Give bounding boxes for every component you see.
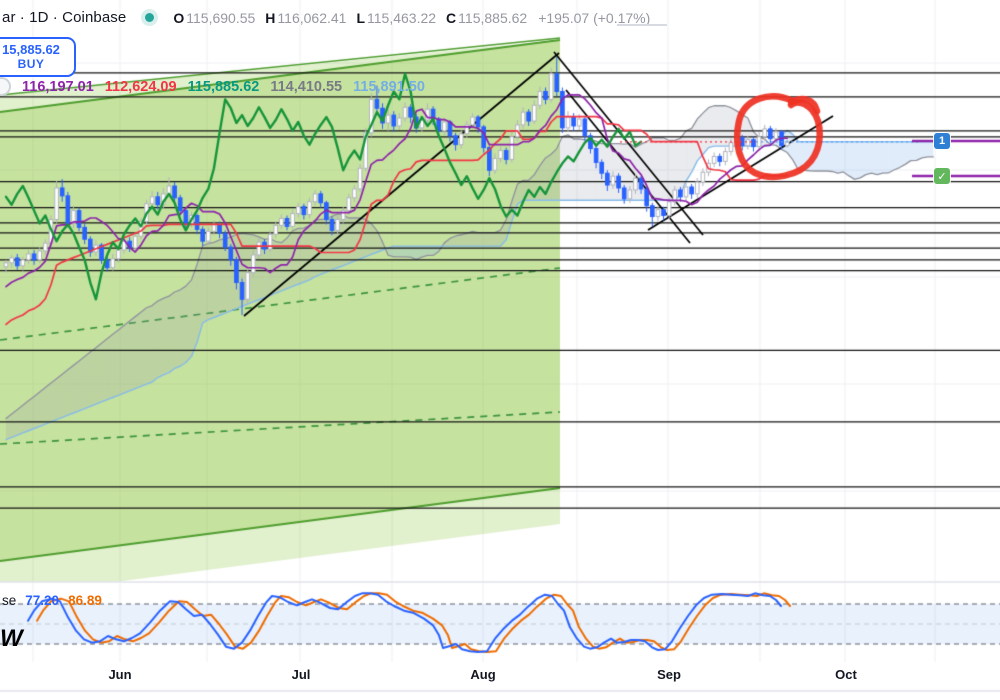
alert-badge-1[interactable]: 1 xyxy=(934,133,950,149)
buy-order-button[interactable]: 15,885.62 BUY xyxy=(0,37,76,77)
alert-badge-check[interactable]: ✓ xyxy=(934,168,950,184)
buy-label: BUY xyxy=(17,56,45,71)
buy-price: 15,885.62 xyxy=(2,41,60,57)
